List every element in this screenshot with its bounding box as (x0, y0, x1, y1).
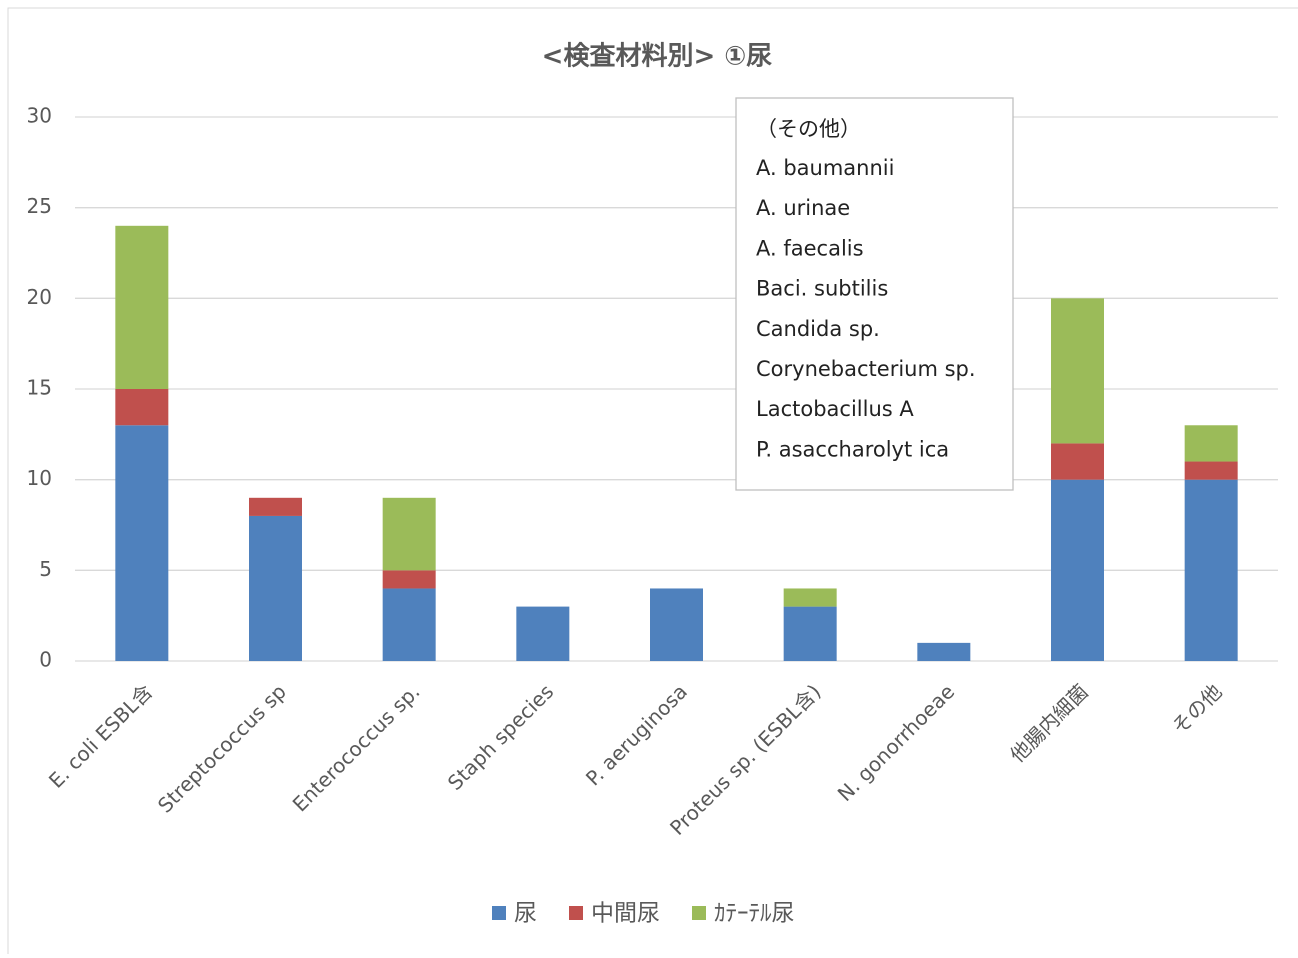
annotation-line: A. baumannii (756, 156, 894, 180)
bar-segment (783, 606, 837, 661)
annotation-line: Candida sp. (756, 317, 880, 341)
annotation-line: P. asaccharolyt ica (756, 437, 949, 461)
bar-segment (1051, 298, 1104, 444)
y-tick-label: 30 (27, 104, 52, 128)
y-tick-label: 15 (27, 376, 52, 400)
legend-swatch (569, 906, 583, 920)
chart-frame (7, 7, 1298, 958)
bar-segment (115, 425, 169, 661)
bar-segment (382, 588, 436, 661)
legend-swatch (492, 906, 506, 920)
y-tick-label: 0 (39, 648, 52, 672)
bar-segment (382, 497, 436, 571)
bar-segment (115, 225, 169, 389)
legend-swatch (692, 906, 706, 920)
legend-label: 尿 (514, 901, 537, 927)
bar-segment (249, 497, 302, 516)
annotation-line: Corynebacterium sp. (756, 357, 976, 381)
bar-segment (1184, 425, 1238, 462)
bar-segment (1051, 479, 1104, 661)
bar-segment (783, 588, 837, 607)
bar-segment (115, 389, 169, 426)
legend-label: ｶﾃｰﾃﾙ尿 (714, 901, 795, 927)
annotation-line: Lactobacillus A (756, 397, 914, 421)
bar-segment (1184, 479, 1238, 661)
y-tick-label: 10 (27, 466, 52, 490)
bar-segment (917, 642, 971, 661)
annotation-line: A. faecalis (756, 236, 864, 260)
bar-segment (249, 515, 302, 661)
annotation-line: Baci. subtilis (756, 277, 888, 301)
legend-label: 中間尿 (591, 901, 660, 927)
chart-title: <検査材料別> ①尿 (542, 42, 773, 72)
annotation-title: （その他） (756, 117, 861, 141)
bar-segment (1051, 443, 1104, 480)
bar-segment (650, 588, 703, 661)
bar-segment (1184, 461, 1238, 480)
bar-segment (516, 606, 570, 661)
y-tick-label: 5 (39, 557, 52, 581)
bar-segment (382, 570, 436, 589)
annotation-box (735, 97, 1014, 491)
y-tick-label: 20 (27, 285, 52, 309)
annotation-line: A. urinae (756, 196, 850, 220)
y-tick-label: 25 (27, 194, 52, 218)
